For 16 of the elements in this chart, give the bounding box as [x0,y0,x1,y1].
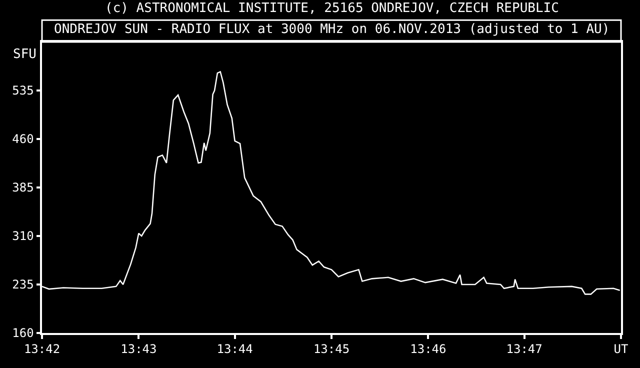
y-tick-label: 160 [12,326,34,340]
y-tick-label: 385 [12,180,34,195]
chart-title: ONDREJOV SUN - RADIO FLUX at 3000 MHz on 06.NOV.2013 (adjusted to 1 AU) [54,22,610,37]
x-tick-label: 13:46 [410,342,446,356]
text: (c) ASTRONOMICAL INSTITUTE, 25165 ONDREJOV, CZECH REPUBLIC [105,1,559,16]
x-tick-label: 13:47 [506,342,542,356]
y-tick-label: 235 [12,278,34,292]
y-tick-label: 535 [12,84,34,98]
y-tick-label: 460 [12,132,34,146]
y-axis-title: SFU [13,47,36,62]
y-tick-label: 310 [12,229,34,244]
x-tick-label: UT [614,342,628,356]
x-tick-label: 13:42 [24,342,60,356]
x-tick-label: 13:43 [120,342,157,356]
x-tick-label: 13:45 [313,342,350,356]
x-tick-label: 13:44 [216,342,253,356]
